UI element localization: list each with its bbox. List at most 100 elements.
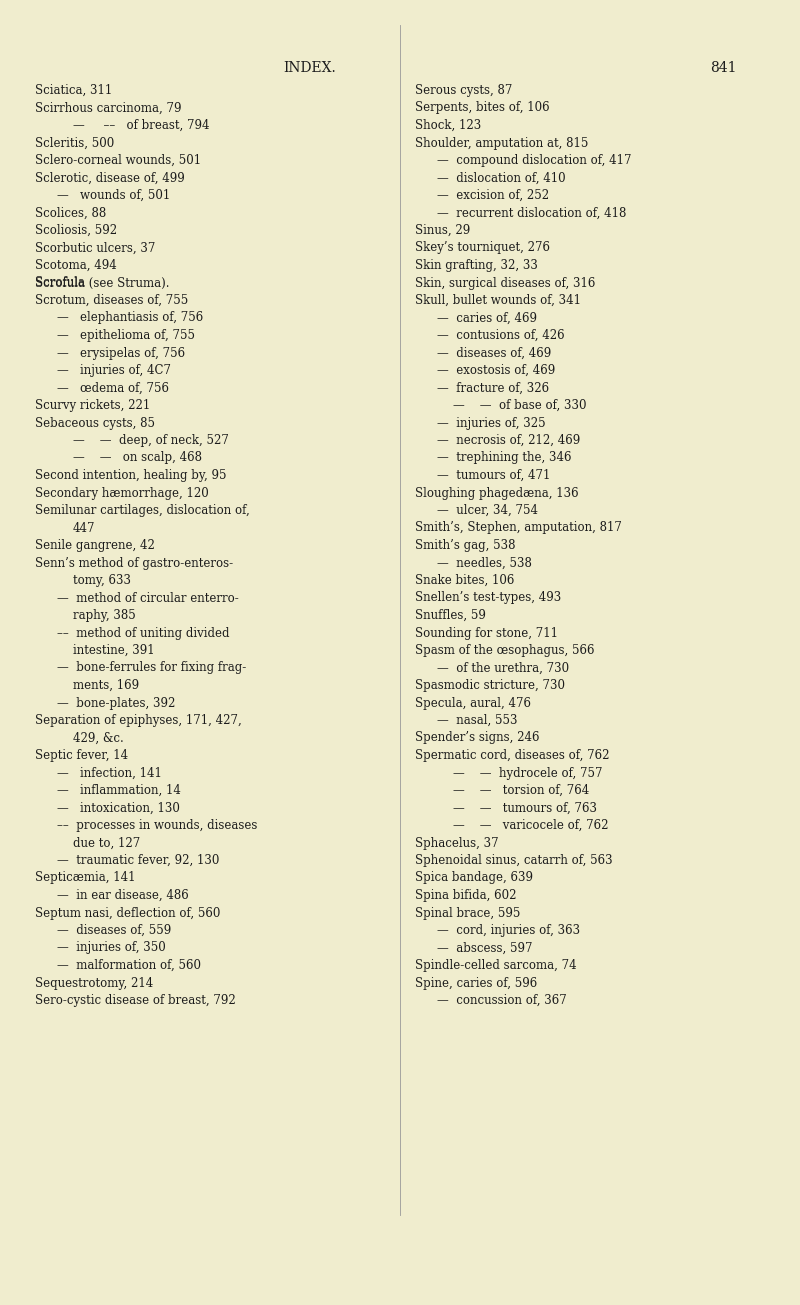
Text: —  injuries of, 350: — injuries of, 350 — [57, 941, 166, 954]
Text: —  malformation of, 560: — malformation of, 560 — [57, 959, 201, 972]
Text: Secondary hæmorrhage, 120: Secondary hæmorrhage, 120 — [35, 487, 209, 500]
Text: —  contusions of, 426: — contusions of, 426 — [437, 329, 565, 342]
Text: Scorbutic ulcers, 37: Scorbutic ulcers, 37 — [35, 241, 155, 254]
Text: —   elephantiasis of, 756: — elephantiasis of, 756 — [57, 312, 203, 325]
Text: Scrofula (see Struma).: Scrofula (see Struma). — [35, 277, 170, 290]
Text: Scrofula (see Struma).: Scrofula (see Struma). — [35, 277, 170, 290]
Text: Sinus, 29: Sinus, 29 — [415, 224, 470, 238]
Text: Skin, surgical diseases of, 316: Skin, surgical diseases of, 316 — [415, 277, 595, 290]
Text: —  diseases of, 469: — diseases of, 469 — [437, 347, 551, 359]
Text: Specula, aural, 476: Specula, aural, 476 — [415, 697, 531, 710]
Text: —  method of circular enterro-: — method of circular enterro- — [57, 591, 238, 604]
Text: —  traumatic fever, 92, 130: — traumatic fever, 92, 130 — [57, 853, 219, 867]
Text: Senile gangrene, 42: Senile gangrene, 42 — [35, 539, 155, 552]
Text: —  diseases of, 559: — diseases of, 559 — [57, 924, 171, 937]
Text: 447: 447 — [73, 522, 95, 535]
Text: Sclero-corneal wounds, 501: Sclero-corneal wounds, 501 — [35, 154, 201, 167]
Text: Scirrhous carcinoma, 79: Scirrhous carcinoma, 79 — [35, 102, 182, 115]
Text: Smith’s gag, 538: Smith’s gag, 538 — [415, 539, 515, 552]
Text: intestine, 391: intestine, 391 — [73, 643, 154, 656]
Text: —   erysipelas of, 756: — erysipelas of, 756 — [57, 347, 185, 359]
Text: —  bone-ferrules for fixing frag-: — bone-ferrules for fixing frag- — [57, 662, 246, 675]
Text: Septum nasi, deflection of, 560: Septum nasi, deflection of, 560 — [35, 907, 220, 920]
Text: 841: 841 — [710, 61, 737, 74]
Text: Sclerotic, disease of, 499: Sclerotic, disease of, 499 — [35, 171, 185, 184]
Text: Spermatic cord, diseases of, 762: Spermatic cord, diseases of, 762 — [415, 749, 610, 762]
Text: —  necrosis of, 212, 469: — necrosis of, 212, 469 — [437, 435, 580, 448]
Text: —  compound dislocation of, 417: — compound dislocation of, 417 — [437, 154, 631, 167]
Text: Separation of epiphyses, 171, 427,: Separation of epiphyses, 171, 427, — [35, 714, 242, 727]
Text: Senn’s method of gastro-enteros-: Senn’s method of gastro-enteros- — [35, 556, 233, 569]
Text: Spindle-celled sarcoma, 74: Spindle-celled sarcoma, 74 — [415, 959, 577, 972]
Text: —    —  of base of, 330: — — of base of, 330 — [453, 399, 586, 412]
Text: —   œdema of, 756: — œdema of, 756 — [57, 381, 169, 394]
Text: —  bone-plates, 392: — bone-plates, 392 — [57, 697, 175, 710]
Text: Scoliosis, 592: Scoliosis, 592 — [35, 224, 117, 238]
Text: —  ulcer, 34, 754: — ulcer, 34, 754 — [437, 504, 538, 517]
Text: —  recurrent dislocation of, 418: — recurrent dislocation of, 418 — [437, 206, 626, 219]
Text: Spinal brace, 595: Spinal brace, 595 — [415, 907, 520, 920]
Text: Sphacelus, 37: Sphacelus, 37 — [415, 837, 498, 850]
Text: Spasm of the œsophagus, 566: Spasm of the œsophagus, 566 — [415, 643, 594, 656]
Text: Scotoma, 494: Scotoma, 494 — [35, 258, 117, 271]
Text: —  trephining the, 346: — trephining the, 346 — [437, 452, 571, 465]
Text: —   infection, 141: — infection, 141 — [57, 766, 162, 779]
Text: —    —   tumours of, 763: — — tumours of, 763 — [453, 801, 597, 814]
Text: —   intoxication, 130: — intoxication, 130 — [57, 801, 180, 814]
Text: —  cord, injuries of, 363: — cord, injuries of, 363 — [437, 924, 580, 937]
Text: —  dislocation of, 410: — dislocation of, 410 — [437, 171, 566, 184]
Text: Skey’s tourniquet, 276: Skey’s tourniquet, 276 — [415, 241, 550, 254]
Text: ––  processes in wounds, diseases: –– processes in wounds, diseases — [57, 820, 258, 833]
Text: Sounding for stone, 711: Sounding for stone, 711 — [415, 626, 558, 639]
Text: —  fracture of, 326: — fracture of, 326 — [437, 381, 549, 394]
Text: —    —   on scalp, 468: — — on scalp, 468 — [73, 452, 202, 465]
Text: INDEX.: INDEX. — [284, 61, 336, 74]
Text: Scolices, 88: Scolices, 88 — [35, 206, 106, 219]
Text: Septicæmia, 141: Septicæmia, 141 — [35, 872, 135, 885]
Text: Snellen’s test-types, 493: Snellen’s test-types, 493 — [415, 591, 562, 604]
Text: ments, 169: ments, 169 — [73, 679, 139, 692]
Text: Spasmodic stricture, 730: Spasmodic stricture, 730 — [415, 679, 565, 692]
Text: Second intention, healing by, 95: Second intention, healing by, 95 — [35, 468, 226, 482]
Text: Spine, caries of, 596: Spine, caries of, 596 — [415, 976, 538, 989]
Text: —  caries of, 469: — caries of, 469 — [437, 312, 537, 325]
Text: raphy, 385: raphy, 385 — [73, 609, 136, 622]
Text: Sciatica, 311: Sciatica, 311 — [35, 84, 112, 97]
Text: Spender’s signs, 246: Spender’s signs, 246 — [415, 732, 539, 744]
Text: Sero-cystic disease of breast, 792: Sero-cystic disease of breast, 792 — [35, 994, 236, 1007]
Text: Scurvy rickets, 221: Scurvy rickets, 221 — [35, 399, 150, 412]
Text: Skin grafting, 32, 33: Skin grafting, 32, 33 — [415, 258, 538, 271]
Text: —   inflammation, 14: — inflammation, 14 — [57, 784, 181, 797]
Text: —  in ear disease, 486: — in ear disease, 486 — [57, 889, 189, 902]
Text: Septic fever, 14: Septic fever, 14 — [35, 749, 128, 762]
Text: —   wounds of, 501: — wounds of, 501 — [57, 189, 170, 202]
Text: 429, &c.: 429, &c. — [73, 732, 124, 744]
Text: Sebaceous cysts, 85: Sebaceous cysts, 85 — [35, 416, 155, 429]
Text: Shoulder, amputation at, 815: Shoulder, amputation at, 815 — [415, 137, 588, 150]
Text: due to, 127: due to, 127 — [73, 837, 140, 850]
Text: —    —  deep, of neck, 527: — — deep, of neck, 527 — [73, 435, 229, 448]
Text: —    —   varicocele of, 762: — — varicocele of, 762 — [453, 820, 609, 833]
Text: —  needles, 538: — needles, 538 — [437, 556, 532, 569]
Text: Scrotum, diseases of, 755: Scrotum, diseases of, 755 — [35, 294, 188, 307]
Text: tomy, 633: tomy, 633 — [73, 574, 131, 587]
Text: Serous cysts, 87: Serous cysts, 87 — [415, 84, 512, 97]
Text: —   injuries of, 4C7: — injuries of, 4C7 — [57, 364, 171, 377]
Text: —  nasal, 553: — nasal, 553 — [437, 714, 518, 727]
Text: Scrofula: Scrofula — [35, 277, 89, 290]
Text: Snake bites, 106: Snake bites, 106 — [415, 574, 514, 587]
Text: —  excision of, 252: — excision of, 252 — [437, 189, 549, 202]
Text: —    —  hydrocele of, 757: — — hydrocele of, 757 — [453, 766, 602, 779]
Text: Serpents, bites of, 106: Serpents, bites of, 106 — [415, 102, 550, 115]
Text: Sphenoidal sinus, catarrh of, 563: Sphenoidal sinus, catarrh of, 563 — [415, 853, 613, 867]
Text: ––  method of uniting divided: –– method of uniting divided — [57, 626, 230, 639]
Text: Sequestrotomy, 214: Sequestrotomy, 214 — [35, 976, 154, 989]
Text: Sloughing phagedæna, 136: Sloughing phagedæna, 136 — [415, 487, 578, 500]
Text: Semilunar cartilages, dislocation of,: Semilunar cartilages, dislocation of, — [35, 504, 250, 517]
Text: —     ––   of breast, 794: — –– of breast, 794 — [73, 119, 210, 132]
Text: Spina bifida, 602: Spina bifida, 602 — [415, 889, 517, 902]
Text: Scleritis, 500: Scleritis, 500 — [35, 137, 114, 150]
Text: —  of the urethra, 730: — of the urethra, 730 — [437, 662, 569, 675]
Text: —  injuries of, 325: — injuries of, 325 — [437, 416, 546, 429]
Text: —  exostosis of, 469: — exostosis of, 469 — [437, 364, 555, 377]
